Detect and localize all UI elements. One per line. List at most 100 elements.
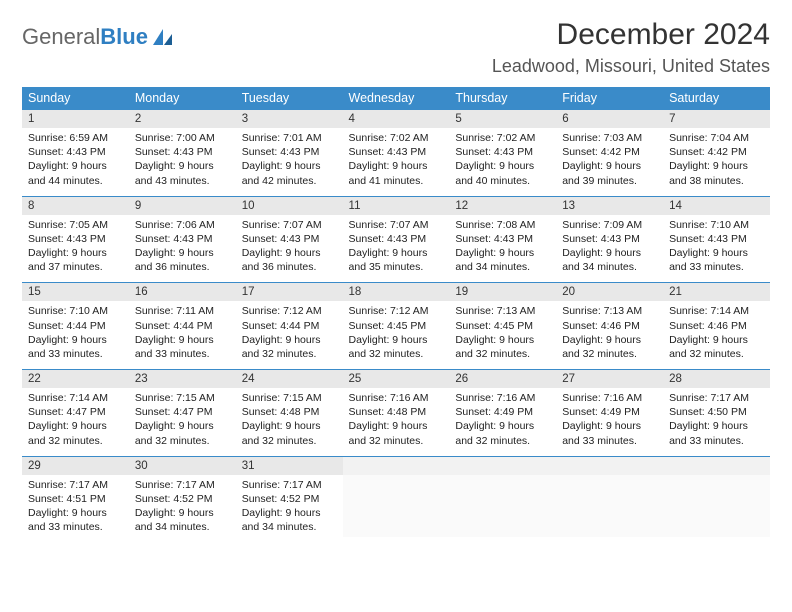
day-body: Sunrise: 7:10 AMSunset: 4:43 PMDaylight:…	[663, 215, 770, 283]
day-body: Sunrise: 7:16 AMSunset: 4:48 PMDaylight:…	[343, 388, 450, 456]
day-cell: 9Sunrise: 7:06 AMSunset: 4:43 PMDaylight…	[129, 196, 236, 283]
sunset-text: Sunset: 4:49 PM	[562, 405, 657, 419]
day-body: Sunrise: 7:17 AMSunset: 4:52 PMDaylight:…	[129, 475, 236, 543]
sunset-text: Sunset: 4:44 PM	[135, 319, 230, 333]
sunset-text: Sunset: 4:43 PM	[242, 232, 337, 246]
day-header-cell: Monday	[129, 87, 236, 110]
sunrise-text: Sunrise: 7:13 AM	[455, 304, 550, 318]
day-body: Sunrise: 7:01 AMSunset: 4:43 PMDaylight:…	[236, 128, 343, 196]
daylight-text: Daylight: 9 hours	[135, 333, 230, 347]
day-number: 4	[343, 110, 450, 128]
day-cell: 3Sunrise: 7:01 AMSunset: 4:43 PMDaylight…	[236, 110, 343, 197]
day-body-empty	[556, 475, 663, 537]
daylight-text: Daylight: 9 hours	[455, 246, 550, 260]
day-number: 12	[449, 197, 556, 215]
day-cell: 4Sunrise: 7:02 AMSunset: 4:43 PMDaylight…	[343, 110, 450, 197]
daylight-text: and 42 minutes.	[242, 174, 337, 188]
sunrise-text: Sunrise: 7:11 AM	[135, 304, 230, 318]
day-number: 21	[663, 283, 770, 301]
day-number: 9	[129, 197, 236, 215]
daylight-text: and 32 minutes.	[135, 434, 230, 448]
day-number: 24	[236, 370, 343, 388]
week-row: 22Sunrise: 7:14 AMSunset: 4:47 PMDayligh…	[22, 370, 770, 457]
day-cell: 18Sunrise: 7:12 AMSunset: 4:45 PMDayligh…	[343, 283, 450, 370]
day-body: Sunrise: 7:17 AMSunset: 4:51 PMDaylight:…	[22, 475, 129, 543]
day-body: Sunrise: 7:15 AMSunset: 4:48 PMDaylight:…	[236, 388, 343, 456]
sunset-text: Sunset: 4:43 PM	[242, 145, 337, 159]
day-number-empty	[449, 457, 556, 475]
day-number: 1	[22, 110, 129, 128]
daylight-text: and 32 minutes.	[349, 434, 444, 448]
week-row: 15Sunrise: 7:10 AMSunset: 4:44 PMDayligh…	[22, 283, 770, 370]
daylight-text: Daylight: 9 hours	[242, 506, 337, 520]
daylight-text: Daylight: 9 hours	[135, 159, 230, 173]
daylight-text: and 37 minutes.	[28, 260, 123, 274]
day-body: Sunrise: 7:12 AMSunset: 4:44 PMDaylight:…	[236, 301, 343, 369]
day-header-cell: Sunday	[22, 87, 129, 110]
day-cell: 26Sunrise: 7:16 AMSunset: 4:49 PMDayligh…	[449, 370, 556, 457]
sunset-text: Sunset: 4:43 PM	[562, 232, 657, 246]
day-number: 22	[22, 370, 129, 388]
sunset-text: Sunset: 4:51 PM	[28, 492, 123, 506]
daylight-text: Daylight: 9 hours	[242, 159, 337, 173]
daylight-text: and 40 minutes.	[455, 174, 550, 188]
sunrise-text: Sunrise: 7:10 AM	[28, 304, 123, 318]
daylight-text: and 39 minutes.	[562, 174, 657, 188]
daylight-text: Daylight: 9 hours	[349, 419, 444, 433]
sunset-text: Sunset: 4:45 PM	[455, 319, 550, 333]
day-number: 16	[129, 283, 236, 301]
daylight-text: and 32 minutes.	[562, 347, 657, 361]
day-cell: 10Sunrise: 7:07 AMSunset: 4:43 PMDayligh…	[236, 196, 343, 283]
daylight-text: and 33 minutes.	[28, 347, 123, 361]
daylight-text: and 34 minutes.	[242, 520, 337, 534]
daylight-text: Daylight: 9 hours	[562, 333, 657, 347]
daylight-text: Daylight: 9 hours	[455, 419, 550, 433]
sunset-text: Sunset: 4:52 PM	[135, 492, 230, 506]
daylight-text: and 38 minutes.	[669, 174, 764, 188]
day-cell: 7Sunrise: 7:04 AMSunset: 4:42 PMDaylight…	[663, 110, 770, 197]
day-number: 2	[129, 110, 236, 128]
day-cell: 30Sunrise: 7:17 AMSunset: 4:52 PMDayligh…	[129, 456, 236, 542]
day-body-empty	[449, 475, 556, 537]
day-cell	[663, 456, 770, 542]
day-number: 27	[556, 370, 663, 388]
day-body: Sunrise: 7:02 AMSunset: 4:43 PMDaylight:…	[343, 128, 450, 196]
daylight-text: Daylight: 9 hours	[669, 333, 764, 347]
sunset-text: Sunset: 4:43 PM	[669, 232, 764, 246]
sunrise-text: Sunrise: 7:02 AM	[455, 131, 550, 145]
sunset-text: Sunset: 4:44 PM	[242, 319, 337, 333]
daylight-text: and 33 minutes.	[562, 434, 657, 448]
sunrise-text: Sunrise: 7:03 AM	[562, 131, 657, 145]
day-body: Sunrise: 7:03 AMSunset: 4:42 PMDaylight:…	[556, 128, 663, 196]
day-header-cell: Thursday	[449, 87, 556, 110]
sunset-text: Sunset: 4:42 PM	[562, 145, 657, 159]
sunset-text: Sunset: 4:50 PM	[669, 405, 764, 419]
day-number: 19	[449, 283, 556, 301]
daylight-text: and 32 minutes.	[455, 434, 550, 448]
day-number-empty	[663, 457, 770, 475]
day-cell: 21Sunrise: 7:14 AMSunset: 4:46 PMDayligh…	[663, 283, 770, 370]
month-title: December 2024	[492, 18, 770, 52]
day-body: Sunrise: 7:06 AMSunset: 4:43 PMDaylight:…	[129, 215, 236, 283]
day-body: Sunrise: 7:13 AMSunset: 4:46 PMDaylight:…	[556, 301, 663, 369]
daylight-text: Daylight: 9 hours	[242, 419, 337, 433]
sunset-text: Sunset: 4:42 PM	[669, 145, 764, 159]
day-cell: 20Sunrise: 7:13 AMSunset: 4:46 PMDayligh…	[556, 283, 663, 370]
day-body: Sunrise: 7:04 AMSunset: 4:42 PMDaylight:…	[663, 128, 770, 196]
sunset-text: Sunset: 4:43 PM	[28, 145, 123, 159]
sunrise-text: Sunrise: 7:17 AM	[28, 478, 123, 492]
sunset-text: Sunset: 4:47 PM	[135, 405, 230, 419]
logo-text-blue: Blue	[100, 24, 148, 50]
sunrise-text: Sunrise: 7:14 AM	[669, 304, 764, 318]
daylight-text: Daylight: 9 hours	[28, 419, 123, 433]
daylight-text: Daylight: 9 hours	[562, 159, 657, 173]
day-number: 6	[556, 110, 663, 128]
day-body: Sunrise: 7:02 AMSunset: 4:43 PMDaylight:…	[449, 128, 556, 196]
daylight-text: Daylight: 9 hours	[242, 246, 337, 260]
sunset-text: Sunset: 4:43 PM	[349, 232, 444, 246]
sunset-text: Sunset: 4:43 PM	[135, 232, 230, 246]
week-row: 8Sunrise: 7:05 AMSunset: 4:43 PMDaylight…	[22, 196, 770, 283]
daylight-text: Daylight: 9 hours	[455, 159, 550, 173]
daylight-text: Daylight: 9 hours	[455, 333, 550, 347]
day-header-row: SundayMondayTuesdayWednesdayThursdayFrid…	[22, 87, 770, 110]
